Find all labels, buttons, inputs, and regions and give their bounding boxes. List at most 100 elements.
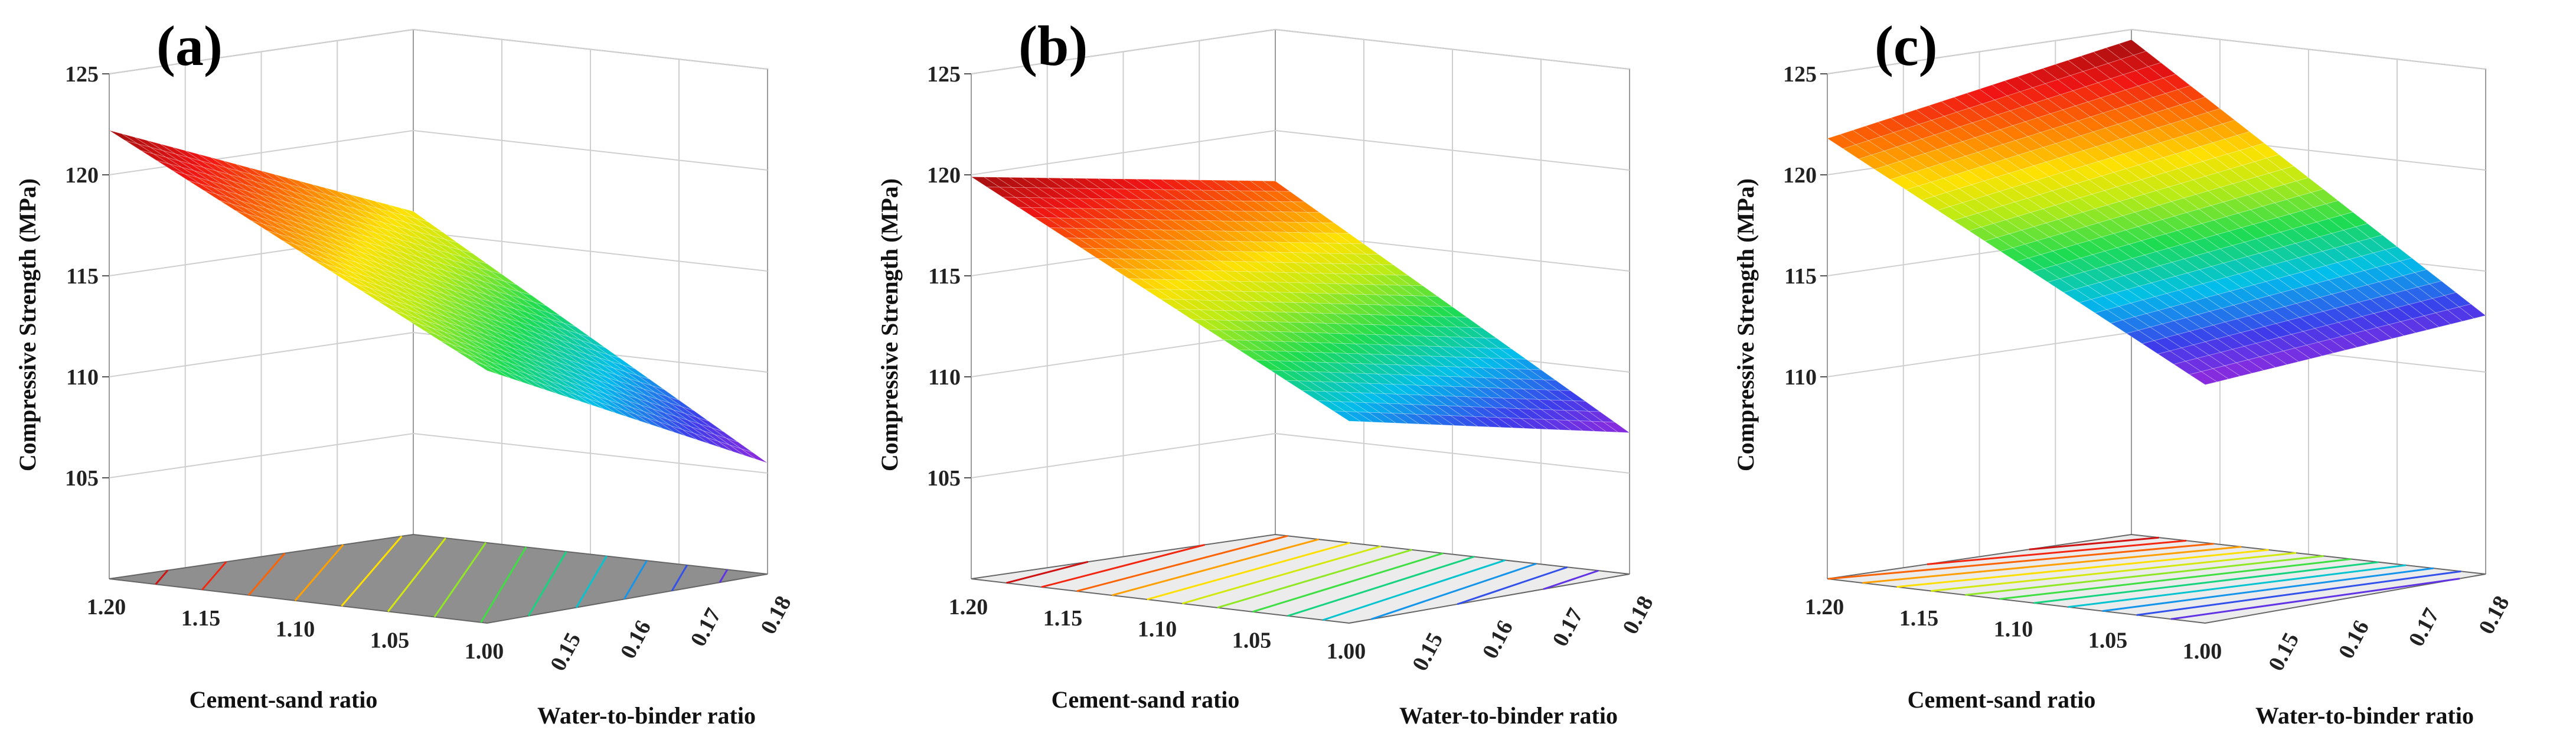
surface-cell bbox=[612, 406, 639, 421]
y-axis-title: Water-to-binder ratio bbox=[537, 702, 756, 729]
x-tick-label: 1.00 bbox=[2183, 639, 2222, 664]
surface-cell bbox=[506, 372, 534, 386]
z-gridline bbox=[971, 129, 1630, 175]
z-gridline bbox=[1827, 28, 2486, 74]
y-tick-label: 0.15 bbox=[546, 628, 586, 674]
z-tick-label: 120 bbox=[1783, 163, 1817, 188]
panel-label: (c) bbox=[1875, 14, 1938, 77]
y-tick-label: 0.17 bbox=[2404, 604, 2444, 650]
surface-cell bbox=[2353, 330, 2381, 345]
surface-cell bbox=[1356, 411, 1385, 423]
floor-contour-line bbox=[1006, 560, 1089, 584]
x-tick-label: 1.15 bbox=[1899, 606, 1939, 631]
surface-cell bbox=[518, 376, 546, 390]
y-tick-label: 0.16 bbox=[2334, 617, 2374, 663]
floor-contour-line bbox=[719, 569, 729, 583]
floor-contour-line bbox=[1999, 558, 2352, 600]
floor-contour-line bbox=[155, 569, 169, 585]
floor-contour-line bbox=[1965, 555, 2324, 596]
z-tick-label: 115 bbox=[1784, 264, 1817, 289]
x-tick-label: 1.00 bbox=[1327, 639, 1366, 664]
surface-cell bbox=[2235, 359, 2264, 374]
surface-cell bbox=[1332, 410, 1362, 422]
surface-cell bbox=[1532, 418, 1560, 431]
x-tick-label: 1.10 bbox=[1138, 617, 1177, 642]
surface-cell bbox=[494, 368, 523, 383]
z-axis-title: Compressive Strength (MPa) bbox=[876, 178, 903, 471]
surface-cell bbox=[600, 402, 628, 418]
surface-cell bbox=[576, 395, 605, 410]
surface-cell bbox=[2212, 365, 2241, 380]
z-tick-label: 110 bbox=[1784, 365, 1817, 390]
floor-contour-line bbox=[527, 551, 567, 617]
surface-cell bbox=[482, 364, 511, 379]
z-gridline bbox=[971, 28, 1630, 74]
x-tick-label: 1.15 bbox=[181, 606, 221, 631]
floor-contour-line bbox=[671, 565, 688, 592]
floor-contour-line bbox=[1862, 546, 2242, 584]
floor-contour-line bbox=[1323, 559, 1506, 621]
surface-cell bbox=[2411, 315, 2440, 331]
surface-cell bbox=[623, 410, 651, 425]
z-tick-label: 105 bbox=[65, 466, 99, 491]
y-tick-label: 0.18 bbox=[2474, 592, 2514, 638]
x-tick-label: 1.05 bbox=[1232, 628, 1272, 653]
y-tick-label: 0.17 bbox=[686, 604, 726, 650]
surface-cell bbox=[2329, 336, 2358, 351]
z-tick-label: 110 bbox=[928, 365, 961, 390]
floor-contour-line bbox=[1287, 556, 1475, 617]
surface-cell bbox=[564, 391, 593, 406]
x-tick-label: 1.20 bbox=[949, 595, 988, 620]
x-tick-label: 1.20 bbox=[1805, 595, 1844, 620]
floor-contour-line bbox=[294, 544, 344, 601]
surface-cell bbox=[553, 387, 581, 402]
floor-contour-line bbox=[1370, 562, 1537, 620]
z-axis-title: Compressive Strength (MPa) bbox=[1732, 178, 1759, 471]
floor-contour-line bbox=[433, 542, 487, 618]
y-tick-label: 0.15 bbox=[2264, 628, 2304, 674]
panel-label: (b) bbox=[1018, 14, 1088, 77]
response-surface bbox=[1827, 39, 2486, 385]
chart-panel-1: 125 120 115 110 105 1.20 1.15 1.10 1.05 1.00 0.15 0… bbox=[14, 14, 796, 729]
z-tick-label: 120 bbox=[65, 163, 99, 188]
x-axis-title: Cement-sand ratio bbox=[1052, 686, 1240, 713]
floor-contour-line bbox=[1147, 542, 1350, 601]
response-surface bbox=[109, 130, 768, 464]
z-tick-label: 125 bbox=[65, 62, 99, 87]
y-tick-label: 0.18 bbox=[1618, 592, 1658, 638]
floor-contour-line bbox=[387, 537, 446, 612]
floor-contour-line bbox=[480, 546, 527, 623]
surface-cell bbox=[541, 383, 569, 398]
floor-contour-line bbox=[2029, 536, 2159, 550]
floor-contour-line bbox=[2068, 564, 2407, 608]
floor-contour-line bbox=[2136, 570, 2461, 616]
surface-cell bbox=[1344, 411, 1374, 423]
floor-contour-line bbox=[623, 560, 648, 600]
surface-cell bbox=[530, 379, 558, 394]
z-tick-label: 115 bbox=[928, 264, 961, 289]
surface-cell bbox=[1391, 413, 1421, 425]
y-axis-title: Water-to-binder ratio bbox=[1399, 702, 1618, 729]
z-axis-title: Compressive Strength (MPa) bbox=[14, 178, 41, 471]
y-tick-label: 0.15 bbox=[1408, 628, 1448, 674]
surface-cell bbox=[1543, 419, 1572, 431]
surface-cell bbox=[1473, 416, 1502, 428]
floor-plane bbox=[109, 533, 768, 624]
y-tick-label: 0.18 bbox=[756, 592, 796, 638]
floor-contour-line bbox=[341, 535, 403, 607]
floor-contour-line bbox=[201, 561, 227, 591]
y-axis-title: Water-to-binder ratio bbox=[2255, 702, 2474, 729]
y-tick-label: 0.16 bbox=[616, 617, 656, 663]
x-tick-label: 1.05 bbox=[2088, 628, 2128, 653]
z-tick-label: 115 bbox=[66, 264, 99, 289]
floor-contour-line bbox=[2170, 578, 2460, 620]
floor-contour-line bbox=[1041, 543, 1205, 588]
z-gridline bbox=[109, 28, 768, 74]
surface-cell bbox=[2259, 353, 2288, 368]
floor-contour-line bbox=[1927, 539, 2187, 565]
z-gridline bbox=[109, 432, 768, 478]
surface-cell bbox=[471, 360, 499, 375]
floor-contour-line bbox=[1828, 543, 2214, 580]
z-tick-label: 110 bbox=[66, 365, 99, 390]
